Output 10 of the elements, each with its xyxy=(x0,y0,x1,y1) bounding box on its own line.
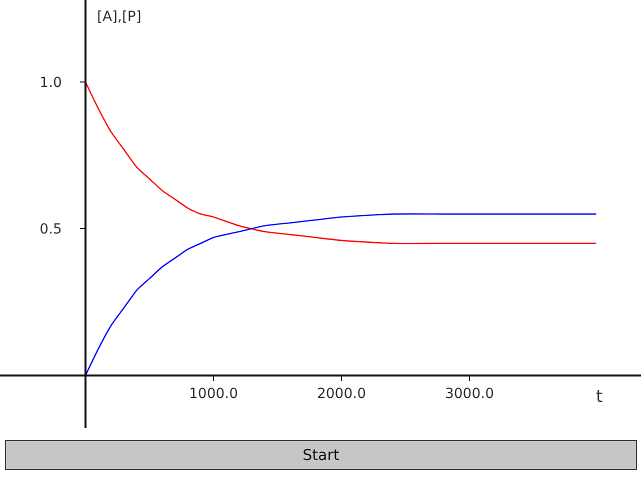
x-axis-title: t xyxy=(596,387,603,407)
line-series xyxy=(84,213,597,376)
text: Start xyxy=(302,446,340,464)
x-tick-label: 1000.0 xyxy=(189,386,238,402)
x-tick-label: 3000.0 xyxy=(444,386,494,402)
x-tick-label: 2000.0 xyxy=(316,386,366,402)
y-axis-title: [A],[P] xyxy=(97,9,142,25)
y-tick-label: 1.0 xyxy=(40,75,62,91)
line-series xyxy=(84,81,597,244)
y-tick-label: 0.5 xyxy=(40,222,62,238)
